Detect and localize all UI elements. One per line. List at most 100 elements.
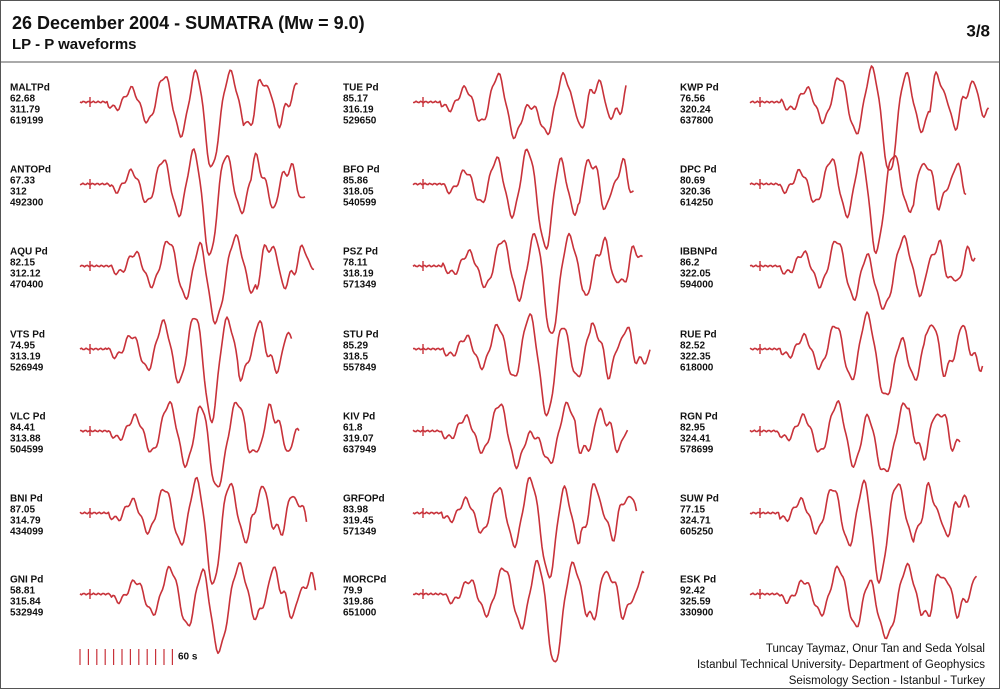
waveform xyxy=(412,476,638,579)
waveform xyxy=(79,562,317,655)
waveform xyxy=(79,400,300,488)
station-value: 619199 xyxy=(10,116,44,127)
station-name: BFO Pd xyxy=(343,165,380,176)
waveform xyxy=(412,559,645,663)
station-name: TUE Pd xyxy=(343,83,379,94)
waveform xyxy=(412,232,643,334)
scale-label: 60 s xyxy=(178,652,198,663)
station-name: KIV Pd xyxy=(343,412,375,423)
station-value: 84.41 xyxy=(10,423,35,434)
station-name: ANTOPd xyxy=(10,165,51,176)
station-value: 319.45 xyxy=(343,516,374,527)
station-value: 313.19 xyxy=(10,352,41,363)
station-name: GRFOPd xyxy=(343,494,385,505)
station-value: 311.79 xyxy=(10,105,40,116)
station-value: 318.19 xyxy=(343,269,374,280)
station-value: 83.98 xyxy=(343,505,368,516)
station-value: 85.29 xyxy=(343,341,368,352)
waveform xyxy=(79,476,308,585)
station-value: 313.88 xyxy=(10,434,41,445)
waveform xyxy=(749,400,961,473)
station-value: 319.07 xyxy=(343,434,374,445)
station-value: 80.69 xyxy=(680,176,705,187)
station-value: 557849 xyxy=(343,363,377,374)
station-name: RGN Pd xyxy=(680,412,718,423)
waveform xyxy=(749,65,990,171)
waveform xyxy=(79,148,306,256)
station-value: 540599 xyxy=(343,198,377,209)
station-name: DPC Pd xyxy=(680,165,717,176)
station-value: 526949 xyxy=(10,363,44,374)
station-value: 319.86 xyxy=(343,597,374,608)
station-value: 504599 xyxy=(10,445,44,456)
station-value: 92.42 xyxy=(680,586,705,597)
station-value: 58.81 xyxy=(10,586,35,597)
station-value: 76.56 xyxy=(680,94,705,105)
station-value: 318.5 xyxy=(343,352,368,363)
station-value: 78.11 xyxy=(343,258,368,269)
waveform xyxy=(79,316,293,424)
station-value: 322.35 xyxy=(680,352,711,363)
station-value: 82.15 xyxy=(10,258,35,269)
station-value: 529650 xyxy=(343,116,377,127)
station-name: RUE Pd xyxy=(680,330,717,341)
station-value: 605250 xyxy=(680,527,714,538)
station-value: 322.05 xyxy=(680,269,711,280)
station-value: 637800 xyxy=(680,116,714,127)
station-name: AQU Pd xyxy=(10,247,48,258)
station-value: 85.17 xyxy=(343,94,368,105)
station-value: 325.59 xyxy=(680,597,711,608)
station-name: MALTPd xyxy=(10,83,50,94)
station-value: 320.36 xyxy=(680,187,711,198)
station-value: 578699 xyxy=(680,445,714,456)
station-value: 330900 xyxy=(680,608,714,619)
title: 26 December 2004 - SUMATRA (Mw = 9.0) xyxy=(12,13,365,33)
station-value: 324.71 xyxy=(680,516,711,527)
station-value: 87.05 xyxy=(10,505,35,516)
station-value: 67.33 xyxy=(10,176,35,187)
station-name: VLC Pd xyxy=(10,412,46,423)
station-name: ESK Pd xyxy=(680,575,716,586)
station-name: BNI Pd xyxy=(10,494,43,505)
waveform xyxy=(749,234,976,310)
waveform xyxy=(749,311,984,396)
station-name: SUW Pd xyxy=(680,494,719,505)
station-value: 571349 xyxy=(343,280,377,291)
station-value: 532949 xyxy=(10,608,44,619)
station-value: 82.52 xyxy=(680,341,705,352)
waveform xyxy=(749,562,978,640)
waveform xyxy=(749,151,967,255)
station-name: STU Pd xyxy=(343,330,379,341)
station-value: 614250 xyxy=(680,198,714,209)
page-number: 3/8 xyxy=(966,21,990,40)
station-value: 86.2 xyxy=(680,258,700,269)
station-value: 637949 xyxy=(343,445,377,456)
station-value: 82.95 xyxy=(680,423,705,434)
station-value: 470400 xyxy=(10,280,44,291)
station-value: 85.86 xyxy=(343,176,368,187)
station-value: 312 xyxy=(10,187,27,198)
station-value: 434099 xyxy=(10,527,44,538)
footer-line: Istanbul Technical University- Departmen… xyxy=(697,659,985,671)
waveform xyxy=(412,401,629,470)
station-value: 74.95 xyxy=(10,341,35,352)
station-value: 492300 xyxy=(10,198,44,209)
station-name: GNI Pd xyxy=(10,575,43,586)
waveform xyxy=(749,479,970,584)
station-value: 651000 xyxy=(343,608,377,619)
footer-line: Tuncay Taymaz, Onur Tan and Seda Yolsal xyxy=(766,643,985,655)
scale-bar xyxy=(79,649,173,665)
